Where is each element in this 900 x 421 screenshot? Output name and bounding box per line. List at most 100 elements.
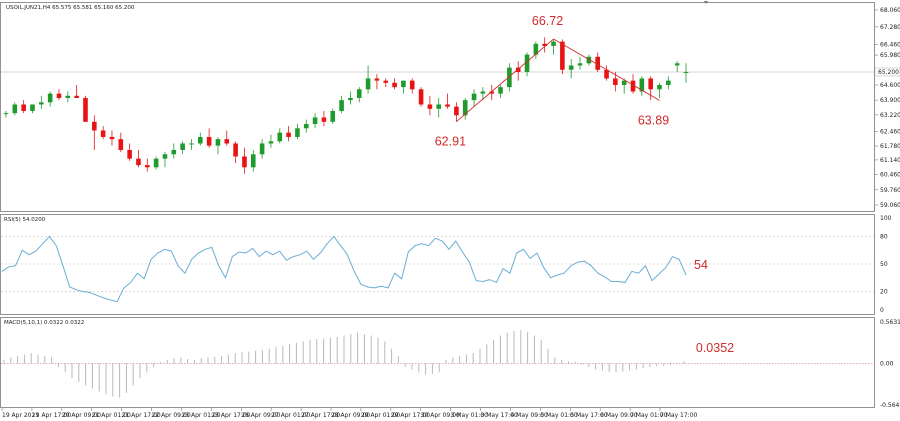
price-tick-label: 60.460: [880, 172, 900, 179]
price-tick-label: 67.280: [880, 24, 900, 31]
trend-line: [456, 38, 554, 122]
time-tick-label: 21 Apr 17:00: [122, 412, 161, 419]
candle-body: [568, 65, 574, 70]
time-tick-label: 6 May 09:00: [600, 412, 638, 419]
candle-body: [630, 80, 636, 92]
candle-body: [348, 97, 353, 101]
candle-body: [171, 149, 177, 155]
time-tick-label: 7 May 01:00: [630, 412, 668, 419]
time-tick-label: 27 Apr 17:00: [301, 412, 340, 419]
price-annotation: 62.91: [435, 135, 466, 149]
candle-body: [250, 154, 256, 168]
candle-body: [560, 41, 565, 70]
price-tick-label: 62.460: [880, 128, 900, 135]
candle-body: [92, 121, 97, 131]
candle-body: [242, 156, 247, 168]
rsi-tick-label: 50: [880, 261, 888, 268]
candle-body: [127, 149, 132, 159]
candle-body: [674, 63, 680, 66]
price-tick-label: 65.980: [880, 52, 900, 59]
time-tick-label: 19 Apr 17:00: [32, 412, 71, 419]
candle-body: [83, 97, 88, 122]
time-tick-label: 5 May 01:00: [540, 412, 578, 419]
macd-panel[interactable]: [0, 317, 875, 408]
macd-annotation: 0.0352: [696, 341, 734, 355]
rsi-annotation: 54: [694, 258, 708, 272]
time-tick-label: 27 Apr 01:00: [271, 412, 310, 419]
candle-body: [454, 106, 459, 116]
candle-body: [666, 80, 671, 85]
candle-body: [480, 91, 486, 94]
candle-body: [56, 93, 62, 98]
macd-tick-label: -0.5645: [880, 402, 900, 409]
rsi-tick-label: 80: [880, 233, 888, 240]
candle-body: [515, 67, 521, 72]
candle-body: [604, 69, 609, 79]
macd-layer: 0.5631 0.00 -0.5645 0.0352: [1, 319, 900, 409]
candle-body: [489, 91, 495, 94]
candle-body: [12, 104, 18, 114]
rsi-header: RSI(5) 54.0200: [4, 217, 46, 223]
candle-body: [621, 80, 627, 85]
candle-body: [356, 89, 362, 98]
price-tick-label: 64.600: [880, 82, 900, 89]
candle-body: [295, 128, 300, 137]
candle-body: [471, 93, 477, 101]
price-annotation: 63.89: [638, 113, 669, 127]
candle-body: [418, 89, 424, 105]
price-layer: 68.060 67.280 66.460 65.980 65.200 64.600 63.9…: [1, 7, 900, 209]
candle-body: [3, 113, 9, 115]
candle-body: [206, 136, 212, 146]
candle-body: [462, 100, 468, 116]
candle-body: [286, 132, 291, 137]
candle-body: [109, 136, 115, 140]
chart-shift-marker-icon[interactable]: [704, 1, 708, 4]
time-tick-label: 26 Apr 09:00: [241, 412, 280, 419]
rsi-tick-label: 20: [880, 289, 888, 296]
time-tick-label: 5 May 17:00: [570, 412, 608, 419]
current-price-box: [874, 67, 900, 77]
price-tick-label: 68.060: [880, 7, 900, 14]
price-tick-label: 66.460: [880, 42, 900, 49]
candle-body: [427, 104, 433, 109]
price-tick-label: 59.760: [880, 187, 900, 194]
candle-body: [180, 143, 185, 150]
candle-body: [312, 117, 318, 124]
candle-body: [118, 139, 124, 150]
candle-body: [233, 143, 238, 157]
candle-body: [542, 43, 548, 46]
time-tick-label: 3 May 17:00: [481, 412, 519, 419]
time-tick-label: 20 Apr 09:00: [62, 412, 101, 419]
candle-body: [683, 71, 689, 73]
candle-body: [65, 95, 71, 98]
time-tick-label: 30 Apr 09:00: [421, 412, 460, 419]
candle-body: [303, 123, 309, 129]
candle-body: [197, 136, 203, 144]
candle-body: [409, 80, 415, 90]
candle-body: [30, 104, 35, 111]
candle-body: [383, 80, 389, 83]
candle-body: [74, 95, 79, 98]
current-price-label: 65.200: [878, 69, 899, 76]
time-tick-label: 28 Apr 09:00: [331, 412, 370, 419]
candle-body: [551, 41, 556, 46]
candle-body: [436, 104, 442, 109]
rsi-panel[interactable]: [0, 214, 875, 315]
candle-body: [39, 102, 44, 105]
candle-body: [136, 158, 141, 166]
candle-body: [498, 87, 503, 94]
candle-body: [144, 165, 150, 168]
symbol-header: USOIL.JUN21,H4 65.575 65.581 65.160 65.2…: [6, 5, 135, 11]
candle-body: [533, 43, 539, 55]
price-tick-label: 61.140: [880, 157, 900, 164]
candle-body: [321, 117, 327, 122]
candle-body: [268, 141, 274, 144]
candle-body: [153, 158, 159, 168]
time-tick-label: 21 Apr 01:00: [92, 412, 131, 419]
macd-tick-label: 0.00: [880, 360, 894, 367]
candle-body: [507, 67, 512, 88]
time-tick-label: 29 Apr 17:00: [391, 412, 430, 419]
rsi-layer: 100 80 50 20 0 54: [1, 215, 892, 314]
